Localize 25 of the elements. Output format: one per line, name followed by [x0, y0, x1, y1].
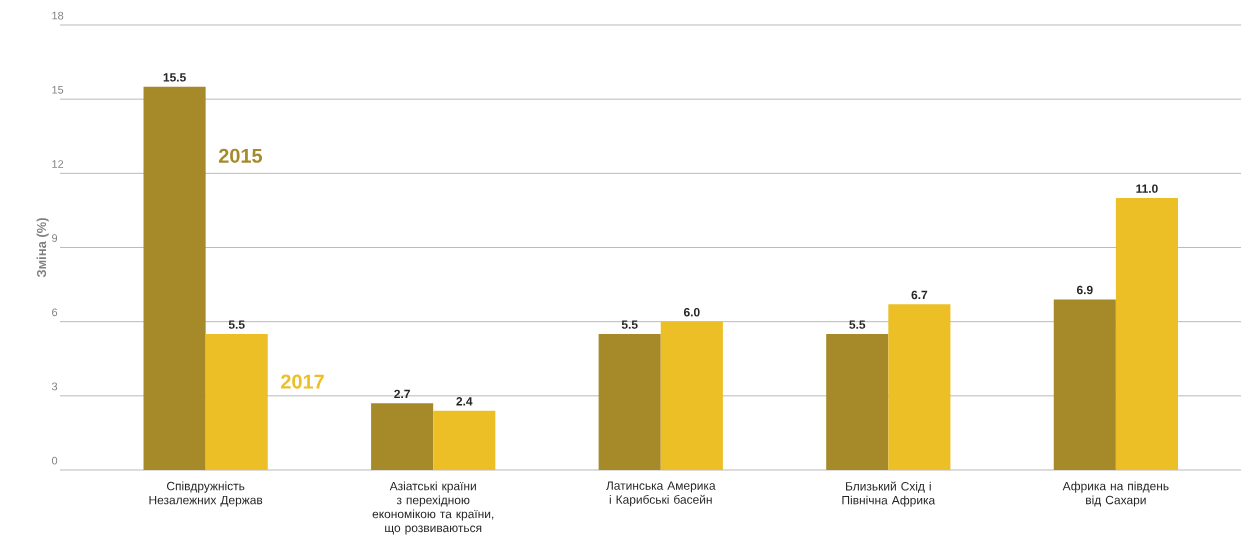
y-tick-label: 6	[52, 308, 58, 317]
x-tick-label: Азіатські країни з перехідною економікою та країни, що розвиваються	[372, 481, 494, 535]
y-tick-label: 15	[52, 86, 64, 94]
data-label: 11.0	[1136, 184, 1158, 193]
data-label: 6.9	[1076, 285, 1093, 295]
y-tick-label: 3	[51, 382, 58, 391]
data-label: 6.0	[683, 308, 700, 317]
x-tick-label: Африка на південь від Сахари	[1062, 481, 1169, 507]
series-label: 2015	[218, 148, 263, 163]
y-tick-label: 9	[52, 234, 58, 242]
data-label: 5.5	[621, 320, 638, 329]
x-tick-label: Співдружність Незалежних Держав	[149, 481, 263, 507]
data-label: 5.5	[849, 320, 866, 329]
x-tick-label: Латинська Америка і Карибські басейн	[606, 481, 716, 507]
y-tick-label: 12	[52, 160, 64, 168]
data-label: 6.7	[911, 290, 928, 300]
data-label: 15.5	[163, 73, 186, 82]
y-tick-label: 18	[52, 11, 64, 20]
data-label: 5.5	[228, 320, 245, 329]
x-tick-label: Близький Схід і Північна Африка	[842, 481, 936, 507]
y-axis-title: Зміна (%)	[36, 218, 49, 278]
series-label: 2017	[281, 374, 324, 389]
y-tick-label: 0	[51, 456, 58, 465]
data-label: 2.4	[456, 397, 473, 406]
data-label: 2.7	[394, 389, 410, 399]
